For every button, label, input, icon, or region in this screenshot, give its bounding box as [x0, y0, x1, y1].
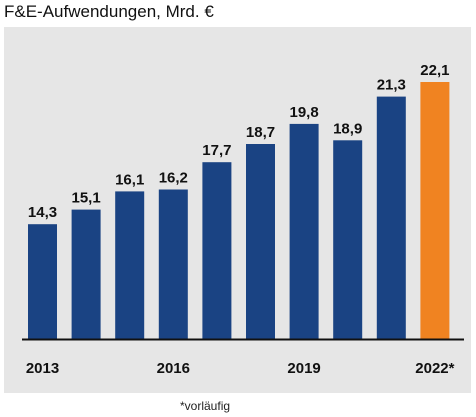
bar-2019: [289, 123, 319, 340]
x-tick-label: 2019: [287, 360, 320, 377]
bar-2020: [333, 140, 363, 339]
value-label: 15,1: [71, 190, 100, 207]
bar-2015: [115, 191, 145, 339]
value-label: 18,9: [333, 120, 362, 137]
bar-2017: [202, 162, 232, 339]
value-label: 14,3: [28, 204, 57, 221]
bar-2018: [246, 144, 275, 339]
value-label: 18,7: [246, 124, 275, 141]
value-label: 19,8: [289, 104, 318, 121]
x-tick-label: 2016: [157, 360, 190, 377]
x-tick-label: 2013: [26, 360, 59, 377]
bar-2016: [158, 189, 188, 339]
bar-2022: [420, 82, 450, 339]
value-label: 16,1: [115, 171, 144, 188]
bar-2021: [376, 96, 406, 339]
bar-2013: [28, 224, 57, 339]
chart-title: F&E-Aufwendungen, Mrd. €: [4, 2, 214, 21]
value-label: 17,7: [202, 142, 231, 159]
value-label: 16,2: [159, 170, 188, 187]
value-label: 21,3: [377, 77, 406, 94]
bar-2014: [71, 209, 101, 339]
x-tick-label: 2022*: [415, 360, 454, 377]
value-label: 22,1: [420, 62, 449, 79]
footnote: *vorläufig: [180, 399, 231, 413]
